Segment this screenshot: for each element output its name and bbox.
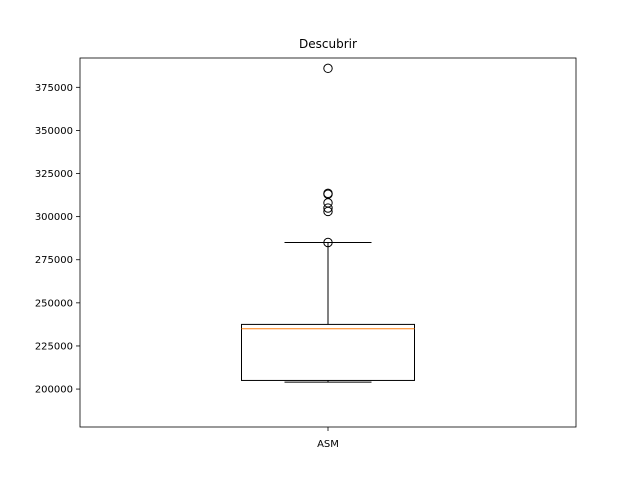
y-tick-label: 350000 bbox=[35, 126, 73, 137]
y-axis: 200000 225000 250000 275000 300000 325000 3500… bbox=[35, 83, 80, 396]
box-iqr bbox=[241, 323, 415, 381]
outlier-point bbox=[323, 198, 333, 208]
outlier-point bbox=[323, 63, 333, 74]
y-tick-label: 250000 bbox=[35, 298, 73, 309]
outlier-point bbox=[323, 237, 333, 248]
outlier-point bbox=[323, 203, 333, 213]
y-tick-label: 200000 bbox=[35, 385, 73, 396]
x-axis: ASM bbox=[317, 427, 339, 450]
outlier-point bbox=[323, 188, 333, 199]
x-tick-label: ASM bbox=[317, 439, 339, 450]
boxes bbox=[241, 63, 415, 383]
chart-title: Descubrir bbox=[299, 37, 357, 51]
y-tick-label: 225000 bbox=[35, 341, 73, 352]
y-tick-label: 300000 bbox=[35, 212, 73, 223]
y-tick-label: 325000 bbox=[35, 169, 73, 180]
y-tick-label: 275000 bbox=[35, 255, 73, 266]
y-tick-label: 375000 bbox=[35, 83, 73, 94]
